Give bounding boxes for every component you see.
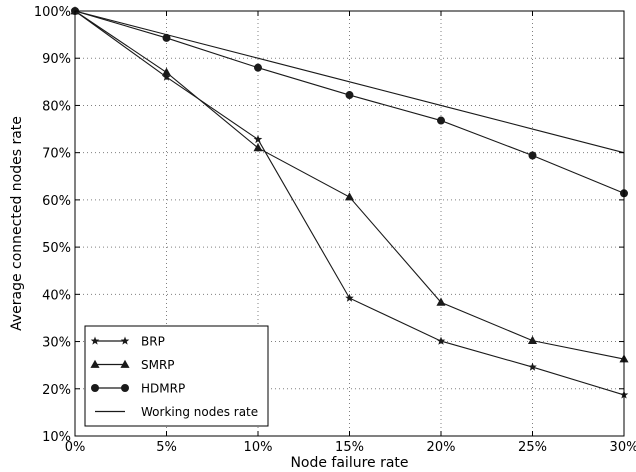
series-working-nodes-rate <box>74 10 625 154</box>
y-tick-label: 70% <box>42 147 71 162</box>
data-point-brp <box>162 72 171 81</box>
data-point-brp <box>436 336 446 345</box>
data-point-smrp <box>527 335 538 344</box>
x-tick-label: 30% <box>610 440 636 455</box>
legend-marker <box>121 384 129 392</box>
data-point-hdmrp <box>345 91 354 100</box>
data-point-brp <box>345 293 354 302</box>
x-tick-label: 20% <box>427 440 456 455</box>
legend-marker <box>90 336 100 345</box>
y-tick-label: 50% <box>42 241 71 256</box>
axes: 0% 5% 10% 15% 20% 25% 30% 10% 20% 30% 40% 50% 60% 70%… <box>34 5 636 455</box>
legend-label: HDMRP <box>141 382 185 396</box>
y-tick-label: 100% <box>34 5 71 20</box>
data-point-smrp <box>161 67 172 76</box>
grid-lines <box>75 11 624 436</box>
legend-marker <box>90 359 100 368</box>
series-line-working-nodes-rate <box>74 10 625 154</box>
series-hdmrp <box>71 7 628 198</box>
legend: BRP SMRP HDMRP Working nodes rate <box>84 325 269 427</box>
data-point-smrp <box>344 192 355 201</box>
legend-marker <box>91 384 99 392</box>
y-tick-label: 60% <box>42 194 71 209</box>
legend-label: BRP <box>141 335 165 349</box>
legend-marker <box>120 336 130 345</box>
data-point-brp <box>528 362 537 371</box>
y-tick-label: 40% <box>42 288 71 303</box>
x-tick-label: 5% <box>156 440 177 455</box>
x-tick-label: 25% <box>518 440 547 455</box>
y-axis-title: Average connected nodes rate <box>9 116 25 331</box>
y-tick-label: 10% <box>42 430 71 445</box>
legend-box <box>84 325 269 427</box>
data-point-hdmrp <box>437 116 445 125</box>
data-point-smrp <box>253 143 263 152</box>
y-tick-label: 30% <box>42 336 71 351</box>
data-series <box>70 6 629 399</box>
y-tick-label: 20% <box>42 383 71 398</box>
legend-label: Working nodes rate <box>141 405 258 419</box>
data-point-smrp <box>436 297 446 306</box>
x-tick-label: 15% <box>335 440 364 455</box>
legend-marker <box>120 359 130 368</box>
series-smrp <box>70 6 629 363</box>
y-tick-label: 90% <box>42 52 71 67</box>
x-tick-label: 10% <box>244 440 273 455</box>
data-point-hdmrp <box>254 63 262 72</box>
x-axis-title: Node failure rate <box>290 455 408 471</box>
x-tick-label: 0% <box>65 440 86 455</box>
data-point-hdmrp <box>528 151 537 160</box>
data-point-hdmrp <box>162 33 171 42</box>
legend-label: SMRP <box>141 358 175 372</box>
data-point-brp <box>253 134 263 144</box>
y-tick-label: 80% <box>42 99 71 114</box>
